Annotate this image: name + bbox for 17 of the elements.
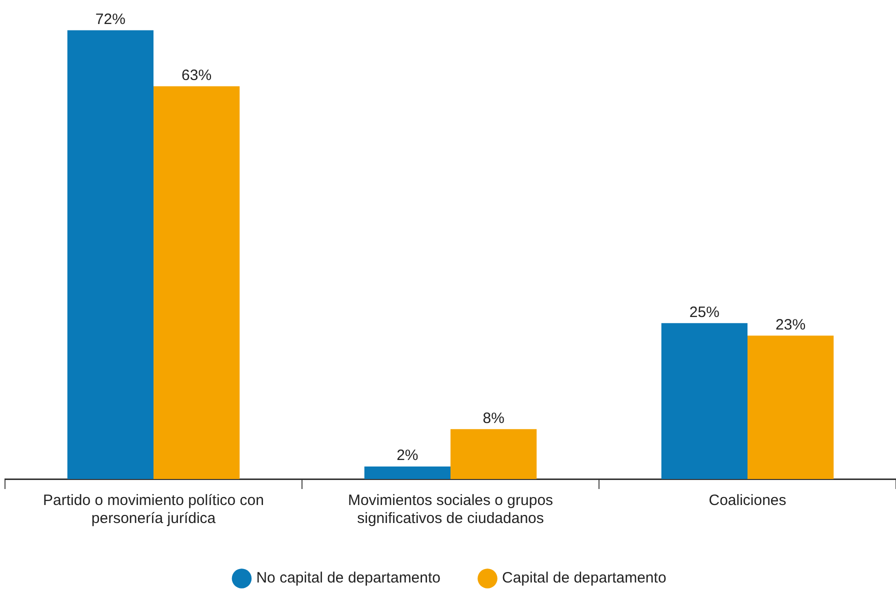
bar bbox=[154, 86, 240, 479]
data-label: 63% bbox=[182, 66, 212, 84]
bar bbox=[748, 336, 834, 479]
bar bbox=[364, 466, 450, 479]
bar bbox=[67, 30, 154, 479]
legend-label: No capital de departamento bbox=[256, 570, 441, 587]
bar bbox=[661, 323, 748, 479]
data-label: 25% bbox=[689, 304, 720, 321]
x-tick-label: Partido o movimiento político con personería jurídica bbox=[43, 492, 264, 528]
data-label: 8% bbox=[482, 410, 504, 427]
data-label: 2% bbox=[396, 447, 418, 464]
x-tick-label: Movimientos sociales o grupos significativos de ciudadanos bbox=[348, 492, 554, 528]
bar bbox=[450, 429, 537, 479]
x-tick-label: Coaliciones bbox=[708, 492, 786, 510]
data-label: 72% bbox=[95, 10, 126, 28]
data-label: 23% bbox=[776, 316, 806, 334]
legend-label: Capital de departamento bbox=[502, 570, 666, 587]
